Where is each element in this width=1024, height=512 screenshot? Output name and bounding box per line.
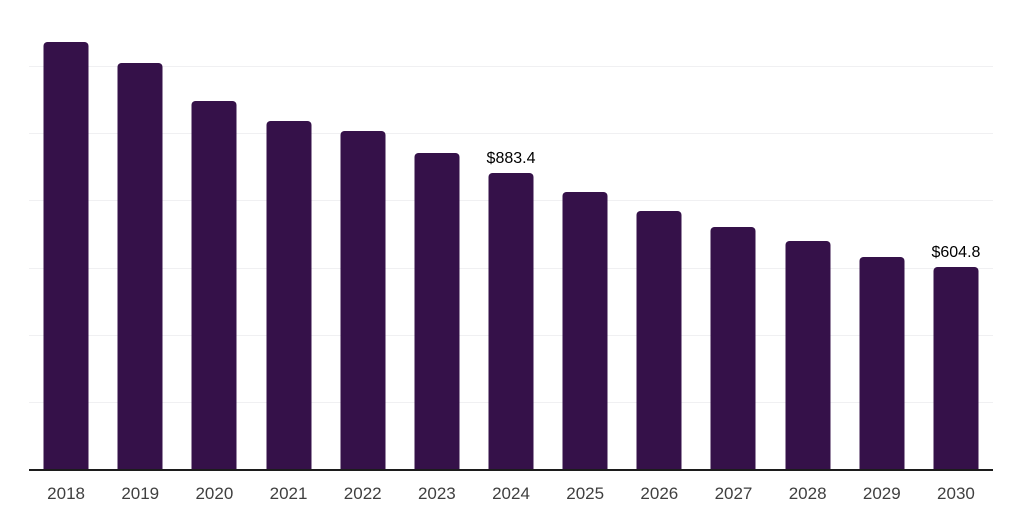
bar-value-label-2030: $604.8 [931, 243, 981, 261]
bar-2021 [266, 120, 312, 470]
bar-slot [177, 0, 251, 470]
x-tick-label-2026: 2026 [640, 484, 679, 503]
bar-2027 [710, 227, 756, 470]
bar-slot [251, 0, 325, 470]
bar-slot [326, 0, 400, 470]
plot-area: $883.4 $604.8 [29, 0, 993, 470]
x-tick-label-2021: 2021 [269, 484, 308, 503]
bar-2025 [562, 192, 608, 470]
bar-slot [29, 0, 103, 470]
bar-slot [548, 0, 622, 470]
gridline [29, 66, 993, 68]
x-tick-label-2029: 2029 [862, 484, 901, 503]
bar-slot [103, 0, 177, 470]
bar-2022 [340, 131, 386, 470]
bar-2020 [191, 101, 237, 470]
bar-2029 [859, 256, 905, 470]
bar-slot: $883.4 [474, 0, 548, 470]
x-tick-label-2028: 2028 [788, 484, 827, 503]
x-tick-label-2020: 2020 [195, 484, 234, 503]
bar-slot [845, 0, 919, 470]
bar-slot: $604.8 [919, 0, 993, 470]
bar-2018 [43, 41, 89, 470]
bar-2024 [488, 173, 534, 470]
bar-2023 [414, 152, 460, 470]
gridline [29, 133, 993, 135]
bar-2030 [933, 266, 979, 470]
bar-slot [622, 0, 696, 470]
x-tick-label-2030: 2030 [937, 484, 975, 503]
bar-slot [771, 0, 845, 470]
x-tick-label-2018: 2018 [47, 484, 85, 503]
bar-series: $883.4 $604.8 [29, 0, 993, 470]
x-tick-label-2024: 2024 [492, 484, 530, 503]
bar-slot [400, 0, 474, 470]
x-tick-label-2027: 2027 [714, 484, 753, 503]
x-tick-label-2022: 2022 [343, 484, 382, 503]
bar-2019 [117, 63, 163, 470]
x-tick-label-2025: 2025 [566, 484, 605, 503]
bar-slot [696, 0, 770, 470]
bar-value-label-2024: $883.4 [486, 150, 536, 168]
x-tick-label-2023: 2023 [417, 484, 456, 503]
bar-2028 [785, 241, 831, 470]
x-axis-line [29, 469, 993, 471]
bar-2026 [636, 210, 682, 470]
x-axis-tick-labels: 2018 2019 2020 2021 2022 2023 2024 2025 … [29, 484, 993, 504]
x-tick-label-2019: 2019 [121, 484, 160, 503]
